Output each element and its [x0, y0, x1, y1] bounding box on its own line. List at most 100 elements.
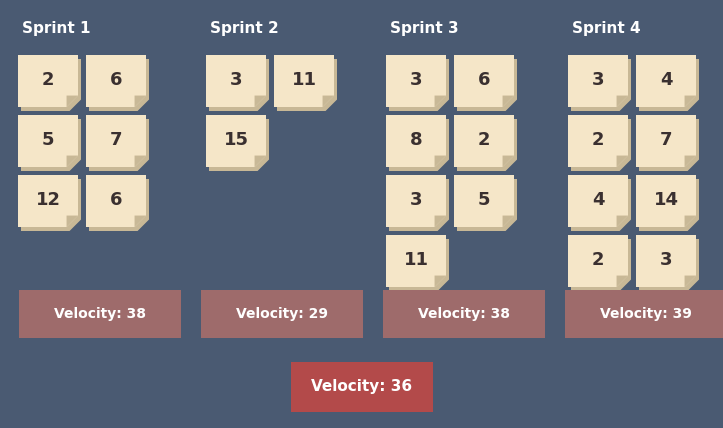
Polygon shape	[206, 55, 266, 107]
Text: Sprint 3: Sprint 3	[390, 21, 458, 36]
Polygon shape	[571, 179, 631, 231]
Polygon shape	[571, 239, 631, 291]
Text: 4: 4	[591, 191, 604, 209]
Polygon shape	[568, 235, 628, 287]
Polygon shape	[386, 55, 446, 107]
Polygon shape	[617, 276, 628, 287]
Polygon shape	[206, 115, 266, 167]
Polygon shape	[617, 155, 628, 167]
Polygon shape	[18, 55, 78, 107]
Polygon shape	[435, 155, 446, 167]
Polygon shape	[639, 239, 699, 291]
Polygon shape	[617, 95, 628, 107]
Polygon shape	[21, 119, 81, 171]
FancyBboxPatch shape	[565, 290, 723, 338]
Text: 5: 5	[478, 191, 490, 209]
Polygon shape	[639, 119, 699, 171]
Polygon shape	[386, 115, 446, 167]
Text: 6: 6	[110, 71, 122, 89]
Text: 2: 2	[591, 251, 604, 270]
Polygon shape	[568, 55, 628, 107]
Polygon shape	[21, 59, 81, 111]
Text: 6: 6	[478, 71, 490, 89]
Polygon shape	[457, 179, 517, 231]
Polygon shape	[457, 59, 517, 111]
Polygon shape	[67, 216, 78, 227]
Polygon shape	[254, 155, 266, 167]
Text: 6: 6	[110, 191, 122, 209]
Text: Velocity: 29: Velocity: 29	[236, 307, 328, 321]
Polygon shape	[18, 115, 78, 167]
Polygon shape	[454, 115, 514, 167]
Text: 8: 8	[410, 131, 422, 149]
Text: 3: 3	[410, 71, 422, 89]
Polygon shape	[685, 95, 696, 107]
Text: Velocity: 38: Velocity: 38	[418, 307, 510, 321]
Polygon shape	[18, 175, 78, 227]
Polygon shape	[209, 59, 269, 111]
Polygon shape	[89, 59, 149, 111]
Text: 2: 2	[591, 131, 604, 149]
Polygon shape	[639, 179, 699, 231]
Polygon shape	[209, 119, 269, 171]
Text: 11: 11	[291, 71, 317, 89]
Polygon shape	[89, 119, 149, 171]
Polygon shape	[389, 239, 449, 291]
Polygon shape	[571, 119, 631, 171]
Polygon shape	[454, 55, 514, 107]
Polygon shape	[636, 235, 696, 287]
Polygon shape	[636, 175, 696, 227]
Text: 3: 3	[410, 191, 422, 209]
Text: 4: 4	[660, 71, 672, 89]
Polygon shape	[254, 95, 266, 107]
Polygon shape	[636, 115, 696, 167]
Polygon shape	[435, 95, 446, 107]
Polygon shape	[274, 55, 334, 107]
Polygon shape	[568, 115, 628, 167]
Text: 2: 2	[42, 71, 54, 89]
Polygon shape	[277, 59, 337, 111]
Polygon shape	[389, 59, 449, 111]
Polygon shape	[86, 175, 146, 227]
Polygon shape	[571, 59, 631, 111]
Text: 14: 14	[654, 191, 678, 209]
Polygon shape	[685, 276, 696, 287]
Polygon shape	[21, 179, 81, 231]
Text: 3: 3	[660, 251, 672, 270]
Text: 2: 2	[478, 131, 490, 149]
Polygon shape	[502, 95, 514, 107]
Polygon shape	[617, 216, 628, 227]
Polygon shape	[454, 175, 514, 227]
Text: 3: 3	[591, 71, 604, 89]
Polygon shape	[389, 119, 449, 171]
Text: 3: 3	[230, 71, 242, 89]
Polygon shape	[389, 179, 449, 231]
Polygon shape	[67, 95, 78, 107]
Text: 11: 11	[403, 251, 429, 270]
Polygon shape	[502, 216, 514, 227]
Text: 15: 15	[223, 131, 249, 149]
Polygon shape	[435, 216, 446, 227]
Polygon shape	[89, 179, 149, 231]
Polygon shape	[134, 95, 146, 107]
Text: Velocity: 39: Velocity: 39	[600, 307, 692, 321]
Text: Velocity: 36: Velocity: 36	[312, 380, 413, 395]
Text: Sprint 4: Sprint 4	[572, 21, 641, 36]
Polygon shape	[322, 95, 334, 107]
Polygon shape	[86, 115, 146, 167]
Polygon shape	[67, 155, 78, 167]
Polygon shape	[134, 216, 146, 227]
Text: Sprint 1: Sprint 1	[22, 21, 90, 36]
Polygon shape	[457, 119, 517, 171]
Polygon shape	[639, 59, 699, 111]
Polygon shape	[86, 55, 146, 107]
Polygon shape	[568, 175, 628, 227]
Polygon shape	[134, 155, 146, 167]
Polygon shape	[386, 175, 446, 227]
FancyBboxPatch shape	[291, 362, 433, 412]
Text: 7: 7	[660, 131, 672, 149]
Polygon shape	[386, 235, 446, 287]
Text: Sprint 2: Sprint 2	[210, 21, 279, 36]
Text: 7: 7	[110, 131, 122, 149]
Text: 5: 5	[42, 131, 54, 149]
